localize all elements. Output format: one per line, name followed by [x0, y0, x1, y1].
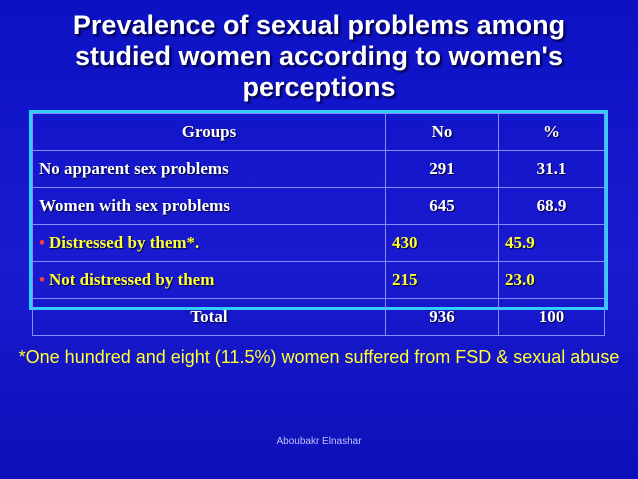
table-row: Women with sex problems 645 68.9 — [32, 187, 605, 225]
row-percent: 31.1 — [498, 150, 605, 188]
row-percent: 45.9 — [498, 224, 605, 262]
table-row: • Not distressed by them 215 23.0 — [32, 261, 605, 299]
row-count: 215 — [385, 261, 499, 299]
table-header-row: Groups No % — [32, 113, 605, 151]
row-group-label: Not distressed by them — [48, 270, 215, 289]
table-row: • Distressed by them*. 430 45.9 — [32, 224, 605, 262]
footnote: *One hundred and eight (11.5%) women suf… — [18, 347, 620, 367]
header-percent: % — [498, 113, 605, 151]
row-count: 430 — [385, 224, 499, 262]
header-no: No — [385, 113, 499, 151]
row-group-cell: • Not distressed by them — [32, 261, 386, 299]
table-total-row: Total 936 100 — [32, 298, 605, 336]
header-groups: Groups — [32, 113, 386, 151]
row-percent: 23.0 — [498, 261, 605, 299]
row-count: 291 — [385, 150, 499, 188]
row-group-label: Total — [32, 298, 386, 336]
row-group-label: Distressed by them*. — [48, 233, 200, 252]
row-percent: 68.9 — [498, 187, 605, 225]
row-group-cell: • Distressed by them*. — [32, 224, 386, 262]
row-count: 936 — [385, 298, 499, 336]
row-percent: 100 — [498, 298, 605, 336]
author-credit: Aboubakr Elnashar — [276, 436, 362, 447]
bullet-icon: • — [39, 233, 45, 252]
row-group-label: No apparent sex problems — [32, 150, 386, 188]
table-row: No apparent sex problems 291 31.1 — [32, 150, 605, 188]
row-count: 645 — [385, 187, 499, 225]
slide-title: Prevalence of sexual problems among stud… — [72, 10, 566, 102]
row-group-label: Women with sex problems — [32, 187, 386, 225]
data-table: Groups No % No apparent sex problems 291… — [29, 110, 608, 336]
bullet-icon: • — [39, 270, 45, 289]
